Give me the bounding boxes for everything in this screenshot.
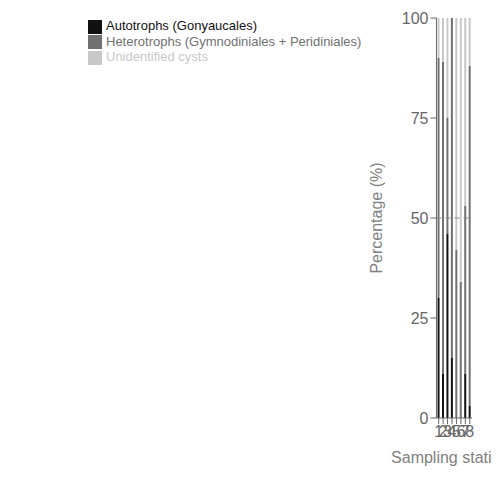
svg-text:50: 50 — [411, 210, 429, 227]
svg-text:0: 0 — [420, 410, 429, 427]
svg-text:75: 75 — [411, 110, 429, 127]
svg-text:8: 8 — [465, 423, 474, 440]
html-text:Unidentified cysts: Unidentified cysts — [106, 49, 208, 65]
html-text:Heterotrophs (Gymnodiniales +: Heterotrophs (Gymnodiniales + Peridinial… — [106, 33, 362, 49]
svg-text:25: 25 — [411, 310, 429, 327]
svg-text:Sampling stations: Sampling stations — [391, 449, 492, 466]
svg-text:100: 100 — [402, 10, 429, 27]
svg-text:Percentage (%): Percentage (%) — [368, 162, 385, 273]
html-text:Autotrophs (Gonyaucales): Autotrophs (Gonyaucales) — [106, 18, 257, 33]
